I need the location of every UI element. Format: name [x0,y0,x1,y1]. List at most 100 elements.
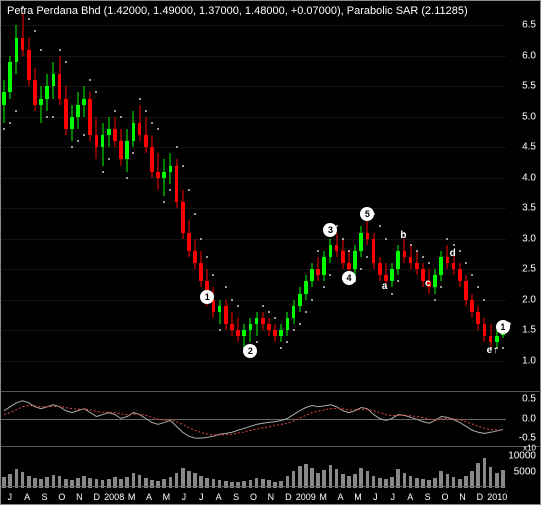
vol-suffix: x10 [523,444,536,453]
sar-dot [293,329,295,331]
volume-bar [329,465,333,488]
price-tick-label: 4.0 [522,172,536,183]
candle [335,1,339,391]
price-tick-label: 4.5 [522,142,536,153]
candle [52,1,56,391]
price-tick-label: 3.5 [522,203,536,214]
sar-dot [145,110,147,112]
candle [421,1,425,391]
price-tick-label: 6.0 [522,50,536,61]
candle [489,1,493,391]
candle [483,1,487,391]
sar-dot [188,189,190,191]
candle [169,1,173,391]
candle [415,1,419,391]
stock-chart: Petra Perdana Bhd (1.42000, 1.49000, 1.3… [0,0,541,505]
candle [224,1,228,391]
candle [304,1,308,391]
sar-dot [237,305,239,307]
candle [70,1,74,391]
candle [273,1,277,391]
candle [107,1,111,391]
candle [341,1,345,391]
candle [322,1,326,391]
price-tick-label: 2.5 [522,264,536,275]
time-label: A [216,492,222,502]
candle [470,1,474,391]
candle [138,1,142,391]
candle [267,1,271,391]
macd-panel[interactable] [1,391,506,446]
sar-dot [219,329,221,331]
candle [329,1,333,391]
sar-dot [114,110,116,112]
wave-annotation: 3 [323,223,337,237]
sar-dot [391,293,393,295]
sar-dot [299,323,301,325]
candle [242,1,246,391]
sar-dot [256,341,258,343]
sar-dot [453,244,455,246]
time-label: J [182,492,187,502]
candle [384,1,388,391]
sar-dot [65,61,67,63]
candle [396,1,400,391]
candle [45,1,49,391]
price-tick-label: 5.0 [522,111,536,122]
time-label: S [233,492,239,502]
sar-dot [157,128,159,130]
sar-dot [120,116,122,118]
volume-bar [298,466,302,488]
candle [409,1,413,391]
candle [378,1,382,391]
text-annotation: ↑ [493,345,498,356]
sar-dot [139,98,141,100]
candle [193,1,197,391]
volume-bar [489,467,493,488]
price-tick-label: 2.0 [522,294,536,305]
sar-dot [102,171,104,173]
macd-tick-label: 0.0 [522,413,536,424]
candle [101,1,105,391]
candle [212,1,216,391]
candle [390,1,394,391]
time-label: A [338,492,344,502]
sar-dot [274,317,276,319]
macd-tick-label: -0.5 [519,433,536,444]
volume-panel[interactable] [1,446,506,488]
candle [236,1,240,391]
candle [476,1,480,391]
price-tick-label: 5.5 [522,81,536,92]
text-annotation: d [450,248,456,259]
volume-y-axis: 500010000x10 [504,446,540,488]
sar-dot [342,238,344,240]
time-label: 2009 [296,492,316,502]
text-annotation: c [425,278,431,289]
time-label: 2008 [104,492,124,502]
text-annotation: ? [505,321,511,332]
candle [156,1,160,391]
sar-dot [231,299,233,301]
time-label: M [163,492,171,502]
candle [150,1,154,391]
sar-dot [385,238,387,240]
time-label: J [391,492,396,502]
price-chart-area[interactable]: 123451abcde↑? [1,1,506,391]
candle [347,1,351,391]
candle [82,1,86,391]
sar-dot [317,250,319,252]
candle [64,1,68,391]
candle [458,1,462,391]
candle [298,1,302,391]
candle [230,1,234,391]
time-label: 2010 [487,492,507,502]
candle [132,1,136,391]
volume-bar [483,458,487,488]
candle [403,1,407,391]
candle [249,1,253,391]
candle [292,1,296,391]
macd-tick-label: 0.5 [522,393,536,404]
candle [76,1,80,391]
sar-dot [410,244,412,246]
candle [8,1,12,391]
